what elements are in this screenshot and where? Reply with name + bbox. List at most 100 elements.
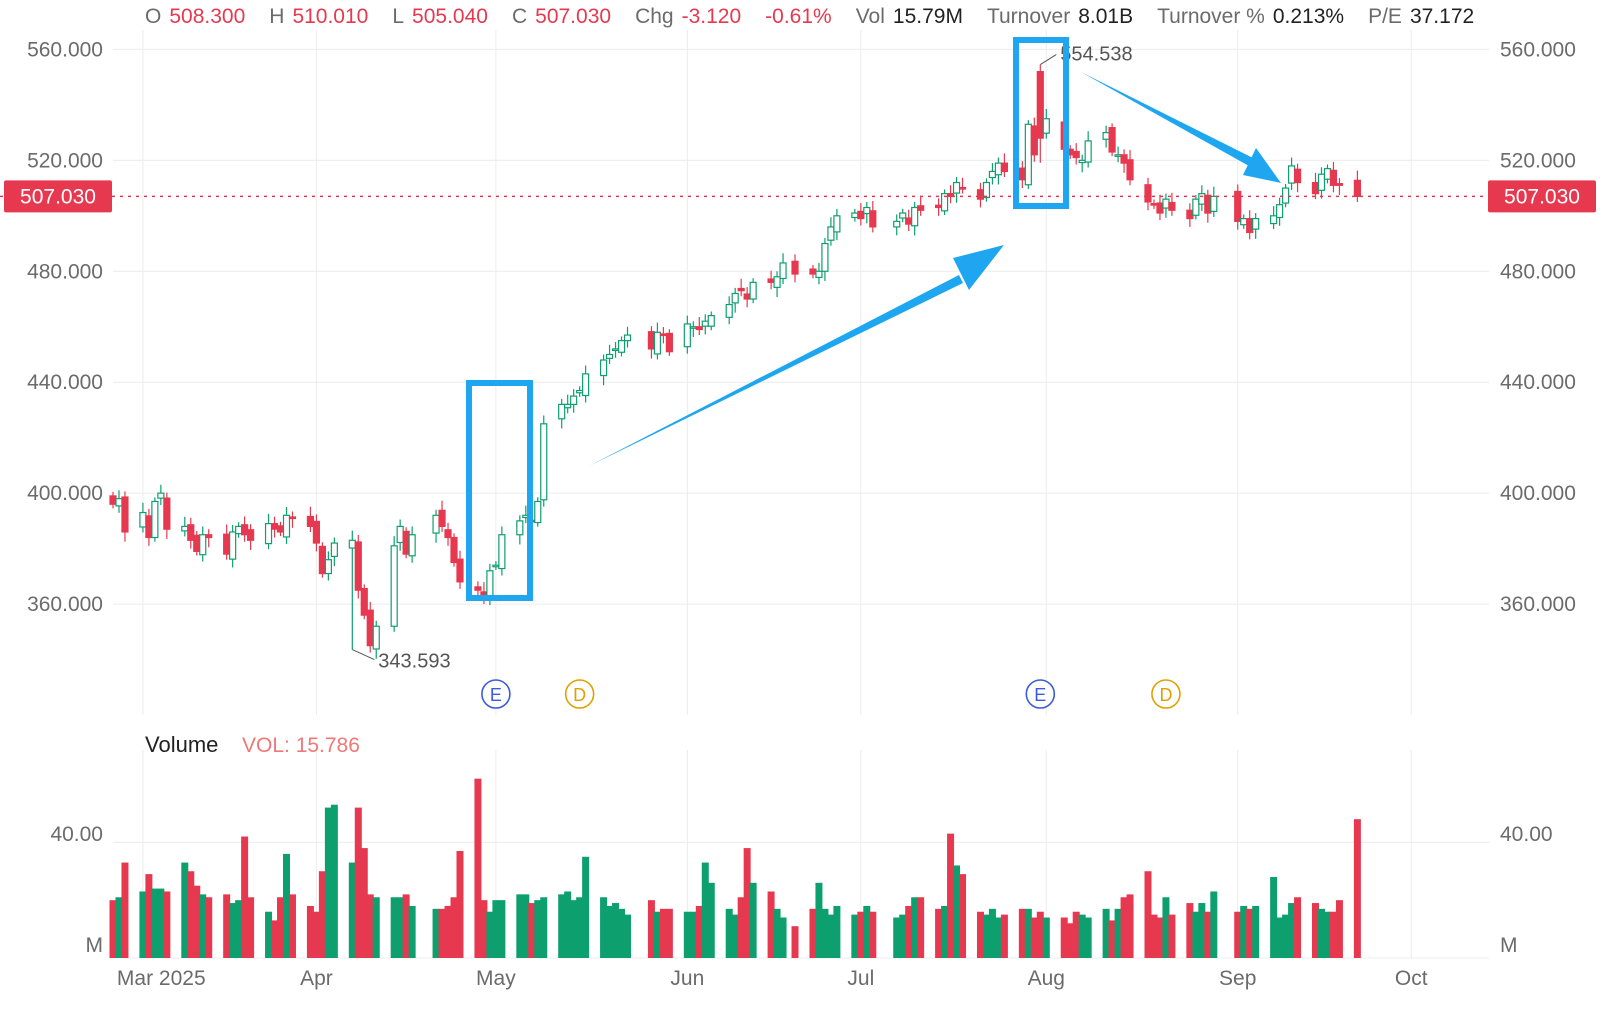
candle-body[interactable]: [1156, 202, 1164, 214]
candle-body[interactable]: [773, 276, 781, 288]
candle-body[interactable]: [1144, 184, 1152, 203]
volume-bar[interactable]: [600, 897, 608, 958]
candle-body[interactable]: [767, 278, 775, 283]
candle-body[interactable]: [1270, 215, 1278, 225]
candle-body[interactable]: [934, 204, 943, 209]
volume-bar[interactable]: [683, 911, 691, 958]
candle-body[interactable]: [779, 262, 787, 280]
candle-body[interactable]: [115, 498, 123, 507]
candle-body[interactable]: [456, 558, 464, 583]
candle-body[interactable]: [139, 511, 147, 528]
volume-bar[interactable]: [163, 891, 171, 958]
volume-bar[interactable]: [247, 897, 255, 958]
candle-body[interactable]: [492, 564, 500, 568]
candle-body[interactable]: [653, 331, 662, 355]
volume-bar[interactable]: [282, 853, 290, 958]
volume-bar[interactable]: [265, 911, 273, 958]
volume-bar[interactable]: [1018, 908, 1026, 958]
volume-bar[interactable]: [857, 911, 865, 958]
volume-bar[interactable]: [1270, 877, 1278, 958]
volume-bar[interactable]: [827, 914, 835, 958]
candle-body[interactable]: [1186, 209, 1194, 220]
volume-bar[interactable]: [1000, 914, 1008, 958]
candle-body[interactable]: [1114, 154, 1122, 157]
candle-body[interactable]: [869, 210, 877, 228]
volume-bar[interactable]: [1317, 908, 1325, 958]
volume-bar[interactable]: [1252, 905, 1260, 958]
volume-bar[interactable]: [360, 848, 368, 958]
volume-bar[interactable]: [181, 862, 189, 958]
volume-bar[interactable]: [1168, 914, 1176, 958]
candle-body[interactable]: [599, 359, 608, 377]
volume-bar[interactable]: [480, 900, 488, 958]
volume-bar[interactable]: [982, 914, 990, 958]
volume-bar[interactable]: [396, 897, 404, 958]
candle-body[interactable]: [833, 215, 841, 233]
volume-bar[interactable]: [390, 897, 398, 958]
candle-body[interactable]: [917, 205, 925, 211]
candle-body[interactable]: [264, 523, 273, 545]
candle-body[interactable]: [540, 423, 548, 501]
volume-bar[interactable]: [324, 807, 332, 958]
candle-body[interactable]: [689, 326, 697, 329]
volume-bar[interactable]: [139, 891, 147, 958]
candle-body[interactable]: [1317, 173, 1326, 191]
volume-bar[interactable]: [1150, 914, 1158, 958]
volume-bar[interactable]: [438, 908, 446, 958]
volume-bar[interactable]: [193, 885, 201, 958]
volume-bar[interactable]: [899, 914, 907, 958]
candle-body[interactable]: [354, 541, 362, 591]
candle-body[interactable]: [611, 348, 620, 352]
candle-body[interactable]: [857, 210, 865, 220]
volume-bar[interactable]: [612, 903, 620, 958]
volume-bar[interactable]: [456, 850, 464, 958]
volume-bar[interactable]: [522, 894, 530, 958]
volume-bar[interactable]: [516, 894, 524, 958]
candle-body[interactable]: [695, 326, 703, 331]
candle-body[interactable]: [498, 534, 506, 570]
volume-bar[interactable]: [402, 894, 410, 958]
candle-body[interactable]: [1030, 125, 1038, 156]
candle-body[interactable]: [486, 570, 494, 598]
volume-bar[interactable]: [408, 905, 416, 958]
volume-bar[interactable]: [653, 911, 661, 958]
volume-bar[interactable]: [157, 888, 165, 958]
candle-body[interactable]: [743, 293, 751, 300]
volume-bar[interactable]: [1276, 917, 1284, 958]
candle-body[interactable]: [899, 212, 907, 219]
candle-body[interactable]: [570, 395, 578, 405]
candle-body[interactable]: [1311, 181, 1320, 195]
volume-bar[interactable]: [809, 908, 817, 958]
volume-bar[interactable]: [306, 905, 314, 958]
candle-body[interactable]: [163, 497, 171, 530]
candle-body[interactable]: [282, 514, 291, 538]
candle-body[interactable]: [863, 206, 871, 215]
volume-bar[interactable]: [1060, 917, 1068, 958]
volume-bar[interactable]: [791, 926, 799, 958]
candle-body[interactable]: [157, 492, 165, 499]
volume-bar[interactable]: [1204, 911, 1212, 958]
candle-body[interactable]: [1252, 217, 1260, 230]
volume-bar[interactable]: [911, 897, 919, 958]
volume-bar[interactable]: [558, 894, 566, 958]
volume-bar[interactable]: [1282, 914, 1290, 958]
volume-bar[interactable]: [863, 905, 871, 958]
volume-bar[interactable]: [833, 905, 841, 958]
volume-bar[interactable]: [498, 900, 506, 958]
candle-body[interactable]: [940, 193, 949, 212]
volume-bar[interactable]: [941, 905, 949, 958]
volume-bar[interactable]: [624, 914, 632, 958]
volume-bar[interactable]: [905, 905, 913, 958]
candle-body[interactable]: [1323, 168, 1332, 180]
candle-body[interactable]: [1329, 169, 1338, 186]
volume-bar[interactable]: [241, 836, 249, 958]
volume-bar[interactable]: [1335, 900, 1343, 958]
volume-bar[interactable]: [570, 900, 578, 958]
candle-body[interactable]: [247, 529, 255, 541]
volume-bar[interactable]: [372, 897, 380, 958]
volume-bar[interactable]: [1102, 908, 1110, 958]
volume-bar[interactable]: [1240, 905, 1248, 958]
candle-body[interactable]: [372, 625, 380, 650]
volume-bar[interactable]: [492, 900, 500, 958]
candle-body[interactable]: [1240, 217, 1248, 226]
